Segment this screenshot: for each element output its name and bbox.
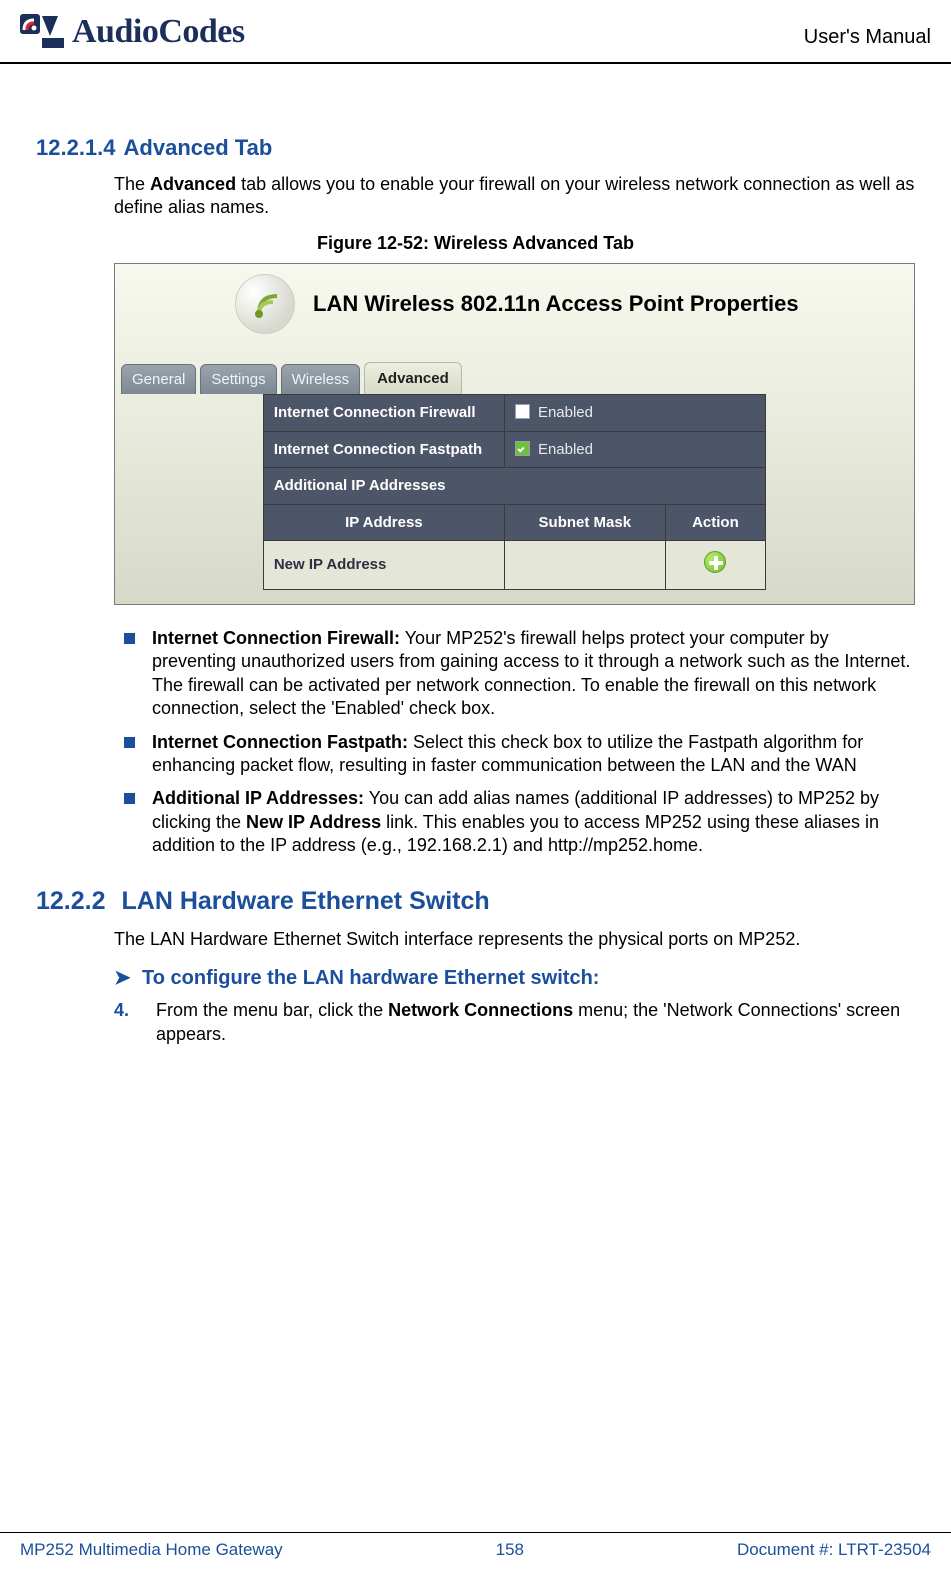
text: Enabled [538, 441, 593, 458]
heading-text: LAN Hardware Ethernet Switch [122, 887, 490, 915]
label-firewall: Internet Connection Firewall [263, 395, 504, 432]
text-bold: Internet Connection Firewall: [152, 628, 400, 648]
brand-name: AudioCodes [72, 10, 245, 54]
heading-number: 12.2.1.4 [36, 135, 116, 160]
row-fastpath: Internet Connection Fastpath Enabled [263, 431, 765, 468]
footer-page: 158 [496, 1539, 524, 1561]
bullet-fastpath: Internet Connection Fastpath: Select thi… [114, 731, 915, 778]
label-additional: Additional IP Addresses [263, 468, 765, 505]
heading-lan-switch: 12.2.2 LAN Hardware Ethernet Switch [36, 885, 915, 918]
header-title: User's Manual [804, 24, 931, 54]
tab-wireless[interactable]: Wireless [281, 364, 361, 395]
intro-paragraph: The Advanced tab allows you to enable yo… [114, 173, 915, 220]
row-firewall: Internet Connection Firewall Enabled [263, 395, 765, 432]
footer-right: Document #: LTRT-23504 [737, 1539, 931, 1561]
config-table: Internet Connection Firewall Enabled Int… [263, 394, 766, 590]
text-bold: Advanced [150, 174, 236, 194]
figure-title-row: LAN Wireless 802.11n Access Point Proper… [115, 268, 914, 344]
step-4: 4. From the menu bar, click the Network … [114, 999, 915, 1046]
text: Enabled [538, 404, 593, 421]
audiocodes-logo-icon [20, 14, 66, 50]
bullet-list: Internet Connection Firewall: Your MP252… [114, 627, 915, 858]
checkbox-fastpath[interactable] [515, 441, 530, 456]
footer-left: MP252 Multimedia Home Gateway [20, 1539, 283, 1561]
col-ip: IP Address [263, 504, 504, 541]
wifi-icon [235, 274, 295, 334]
text-bold: Additional IP Addresses: [152, 788, 364, 808]
text-bold: New IP Address [246, 812, 381, 832]
step-number: 4. [114, 999, 138, 1046]
heading-number: 12.2.2 [36, 887, 106, 915]
text-bold: Internet Connection Fastpath: [152, 732, 408, 752]
col-mask: Subnet Mask [504, 504, 665, 541]
text: From the menu bar, click the [156, 1000, 388, 1020]
tab-settings[interactable]: Settings [200, 364, 276, 395]
col-action: Action [665, 504, 765, 541]
add-icon[interactable] [704, 551, 726, 573]
new-ip-label[interactable]: New IP Address [263, 541, 504, 590]
value-fastpath: Enabled [504, 431, 765, 468]
tabs-row: General Settings Wireless Advanced [115, 344, 914, 395]
figure-title: LAN Wireless 802.11n Access Point Proper… [313, 290, 799, 319]
bullet-firewall: Internet Connection Firewall: Your MP252… [114, 627, 915, 721]
procedure-heading: To configure the LAN hardware Ethernet s… [114, 965, 915, 991]
value-firewall: Enabled [504, 395, 765, 432]
heading-advanced-tab: 12.2.1.4 Advanced Tab [36, 134, 915, 163]
tab-advanced[interactable]: Advanced [364, 362, 462, 395]
label-fastpath: Internet Connection Fastpath [263, 431, 504, 468]
logo: AudioCodes [20, 10, 245, 54]
page-header: AudioCodes User's Manual [0, 0, 951, 64]
text-bold: Network Connections [388, 1000, 573, 1020]
checkbox-firewall[interactable] [515, 404, 530, 419]
row-additional: Additional IP Addresses [263, 468, 765, 505]
row-columns: IP Address Subnet Mask Action [263, 504, 765, 541]
new-ip-action [665, 541, 765, 590]
new-ip-mask [504, 541, 665, 590]
tab-general[interactable]: General [121, 364, 196, 395]
heading-text: Advanced Tab [124, 135, 273, 160]
bullet-additional: Additional IP Addresses: You can add ali… [114, 787, 915, 857]
text: The [114, 174, 150, 194]
section2-para: The LAN Hardware Ethernet Switch interfa… [114, 928, 915, 951]
step-text: From the menu bar, click the Network Con… [156, 999, 915, 1046]
page-footer: MP252 Multimedia Home Gateway 158 Docume… [0, 1532, 951, 1575]
row-new-ip: New IP Address [263, 541, 765, 590]
figure-panel: LAN Wireless 802.11n Access Point Proper… [114, 263, 915, 605]
numbered-list: 4. From the menu bar, click the Network … [114, 999, 915, 1046]
figure-caption: Figure 12-52: Wireless Advanced Tab [36, 232, 915, 255]
